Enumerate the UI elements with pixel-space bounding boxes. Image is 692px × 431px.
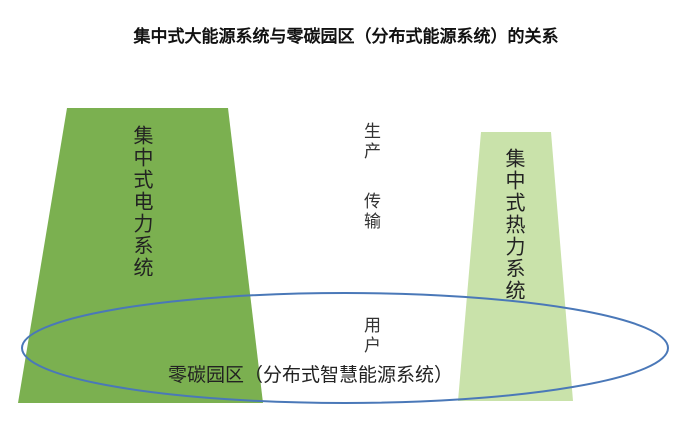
central-power-system-block (18, 108, 263, 403)
transmission-label: 传输 (360, 192, 380, 232)
diagram-title: 集中式大能源系统与零碳园区（分布式能源系统）的关系 (133, 27, 559, 47)
central-power-system-label: 集中式电力系统 (130, 125, 154, 279)
production-label: 生产 (360, 122, 380, 162)
zero-carbon-park-label: 零碳园区（分布式智慧能源系统） (168, 364, 454, 386)
user-label: 用户 (360, 316, 380, 356)
zero-carbon-park-ellipse (21, 292, 669, 404)
central-heat-system-block (458, 132, 573, 401)
central-heat-system-label: 集中式热力系统 (502, 148, 526, 302)
